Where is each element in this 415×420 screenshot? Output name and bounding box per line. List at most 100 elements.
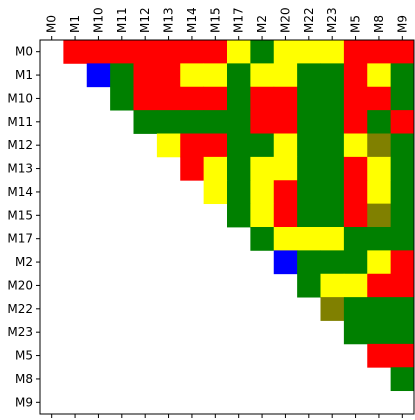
x-tick-label-M22: M22 bbox=[302, 7, 316, 33]
y-tick-label-M5: M5 bbox=[15, 349, 33, 363]
heatmap-cell-M13-M17 bbox=[227, 156, 251, 181]
heatmap-cell-M13-M14 bbox=[180, 156, 205, 181]
heatmap-cell-M14-M8 bbox=[367, 180, 392, 205]
heatmap-cell-M1-M11 bbox=[110, 63, 134, 88]
heatmap-cell-M11-M13 bbox=[156, 110, 181, 134]
x-tick-label-M23: M23 bbox=[325, 7, 339, 33]
heatmap-cell-M1-M23 bbox=[320, 63, 345, 88]
x-tick-label-M14: M14 bbox=[185, 7, 199, 33]
heatmap-cell-M12-M5 bbox=[343, 133, 368, 158]
heatmap-cell-M0-M2 bbox=[250, 40, 275, 64]
x-tick-label-M15: M15 bbox=[208, 7, 222, 33]
heatmap-cell-M13-M9 bbox=[390, 156, 415, 181]
heatmap-cell-M23-M5 bbox=[343, 320, 368, 345]
heatmap-cell-M20-M23 bbox=[320, 273, 345, 298]
y-tick-label-M11: M11 bbox=[7, 115, 33, 129]
y-tick-label-M14: M14 bbox=[7, 185, 33, 199]
heatmap-cell-M22-M9 bbox=[390, 297, 415, 321]
heatmap-cell-M2-M8 bbox=[367, 250, 392, 275]
heatmap-cell-M11-M15 bbox=[203, 110, 228, 134]
heatmap-cell-M1-M10 bbox=[86, 63, 111, 88]
heatmap-cell-M2-M5 bbox=[343, 250, 368, 275]
y-tick-label-M20: M20 bbox=[7, 278, 33, 292]
y-tick-label-M13: M13 bbox=[7, 162, 33, 176]
heatmap-cell-M14-M5 bbox=[343, 180, 368, 205]
heatmap-cell-M12-M17 bbox=[227, 133, 251, 158]
heatmap-cell-M1-M9 bbox=[390, 63, 415, 88]
heatmap-cell-M11-M20 bbox=[273, 110, 298, 134]
heatmap-cell-M0-M10 bbox=[86, 40, 111, 64]
heatmap-cell-M11-M12 bbox=[133, 110, 158, 134]
heatmap-cell-M15-M2 bbox=[250, 203, 275, 228]
heatmap-cell-M20-M9 bbox=[390, 273, 415, 298]
heatmap-cell-M23-M8 bbox=[367, 320, 392, 345]
heatmap-cell-M5-M8 bbox=[367, 343, 392, 368]
heatmap-cell-M23-M9 bbox=[390, 320, 415, 345]
y-axis-ticks: M0 M1 M10 M11 M12 M13 M14 M15 M17 M2 M20 M22 M23 M5 M8… bbox=[7, 45, 40, 409]
heatmap-cell-M15-M23 bbox=[320, 203, 345, 228]
heatmap-cell-M2-M9 bbox=[390, 250, 415, 275]
heatmap-cell-M14-M17 bbox=[227, 180, 251, 205]
heatmap-cell-M20-M5 bbox=[343, 273, 368, 298]
heatmap-cell-M15-M17 bbox=[227, 203, 251, 228]
heatmap-cell-M0-M8 bbox=[367, 40, 392, 64]
heatmap-cell-M10-M9 bbox=[390, 86, 415, 111]
heatmap-cell-M5-M9 bbox=[390, 343, 415, 368]
heatmap-cell-M12-M20 bbox=[273, 133, 298, 158]
heatmap-cell-M0-M20 bbox=[273, 40, 298, 64]
heatmap-cell-M11-M22 bbox=[297, 110, 321, 134]
heatmap-cell-M13-M2 bbox=[250, 156, 275, 181]
heatmap-cell-M17-M20 bbox=[273, 227, 298, 251]
heatmap-cell-M1-M15 bbox=[203, 63, 228, 88]
heatmap-cell-M2-M23 bbox=[320, 250, 345, 275]
y-tick-label-M9: M9 bbox=[15, 395, 33, 409]
x-tick-label-M13: M13 bbox=[162, 7, 176, 33]
heatmap-cell-M12-M22 bbox=[297, 133, 321, 158]
y-tick-label-M8: M8 bbox=[15, 372, 33, 386]
heatmap-cell-M10-M14 bbox=[180, 86, 205, 111]
heatmap-cell-M13-M8 bbox=[367, 156, 392, 181]
heatmap-cell-M14-M15 bbox=[203, 180, 228, 205]
heatmap-cell-M15-M8 bbox=[367, 203, 392, 228]
y-tick-label-M23: M23 bbox=[7, 325, 33, 339]
heatmap-cell-M1-M20 bbox=[273, 63, 298, 88]
x-tick-label-M10: M10 bbox=[91, 7, 105, 33]
heatmap-cell-M1-M2 bbox=[250, 63, 275, 88]
heatmap-cell-M1-M8 bbox=[367, 63, 392, 88]
heatmap-cell-M1-M14 bbox=[180, 63, 205, 88]
heatmap-cell-M1-M12 bbox=[133, 63, 158, 88]
heatmap-cell-M12-M13 bbox=[156, 133, 181, 158]
heatmap-cell-M10-M20 bbox=[273, 86, 298, 111]
heatmap-cell-M12-M2 bbox=[250, 133, 275, 158]
y-tick-label-M1: M1 bbox=[15, 68, 33, 82]
heatmap-cell-M14-M23 bbox=[320, 180, 345, 205]
x-tick-label-M17: M17 bbox=[232, 7, 246, 33]
heatmap-cell-M10-M11 bbox=[110, 86, 134, 111]
heatmap-cell-M11-M9 bbox=[390, 110, 415, 134]
heatmap-cell-M20-M8 bbox=[367, 273, 392, 298]
heatmap-cell-M0-M14 bbox=[180, 40, 205, 64]
heatmap-cell-M17-M22 bbox=[297, 227, 321, 251]
heatmap-cell-M13-M23 bbox=[320, 156, 345, 181]
y-tick-label-M2: M2 bbox=[15, 255, 33, 269]
heatmap-cells bbox=[63, 40, 415, 392]
x-tick-label-M0: M0 bbox=[45, 15, 59, 33]
heatmap-cell-M0-M13 bbox=[156, 40, 181, 64]
x-axis-ticks: M0 M1 M10 M11 M12 M13 M14 M15 M17 M2 M20 M22 M23 M5 M8… bbox=[45, 7, 409, 418]
heatmap-cell-M0-M11 bbox=[110, 40, 134, 64]
x-tick-label-M8: M8 bbox=[372, 15, 386, 33]
heatmap-cell-M10-M15 bbox=[203, 86, 228, 111]
heatmap-cell-M0-M17 bbox=[227, 40, 251, 64]
heatmap-cell-M1-M13 bbox=[156, 63, 181, 88]
heatmap-cell-M22-M23 bbox=[320, 297, 345, 321]
heatmap-cell-M1-M5 bbox=[343, 63, 368, 88]
heatmap-cell-M14-M2 bbox=[250, 180, 275, 205]
heatmap-cell-M10-M12 bbox=[133, 86, 158, 111]
heatmap-cell-M17-M23 bbox=[320, 227, 345, 251]
heatmap-cell-M15-M22 bbox=[297, 203, 321, 228]
y-tick-label-M15: M15 bbox=[7, 208, 33, 222]
x-tick-label-M11: M11 bbox=[115, 7, 129, 33]
heatmap-cell-M13-M22 bbox=[297, 156, 321, 181]
heatmap-cell-M13-M5 bbox=[343, 156, 368, 181]
